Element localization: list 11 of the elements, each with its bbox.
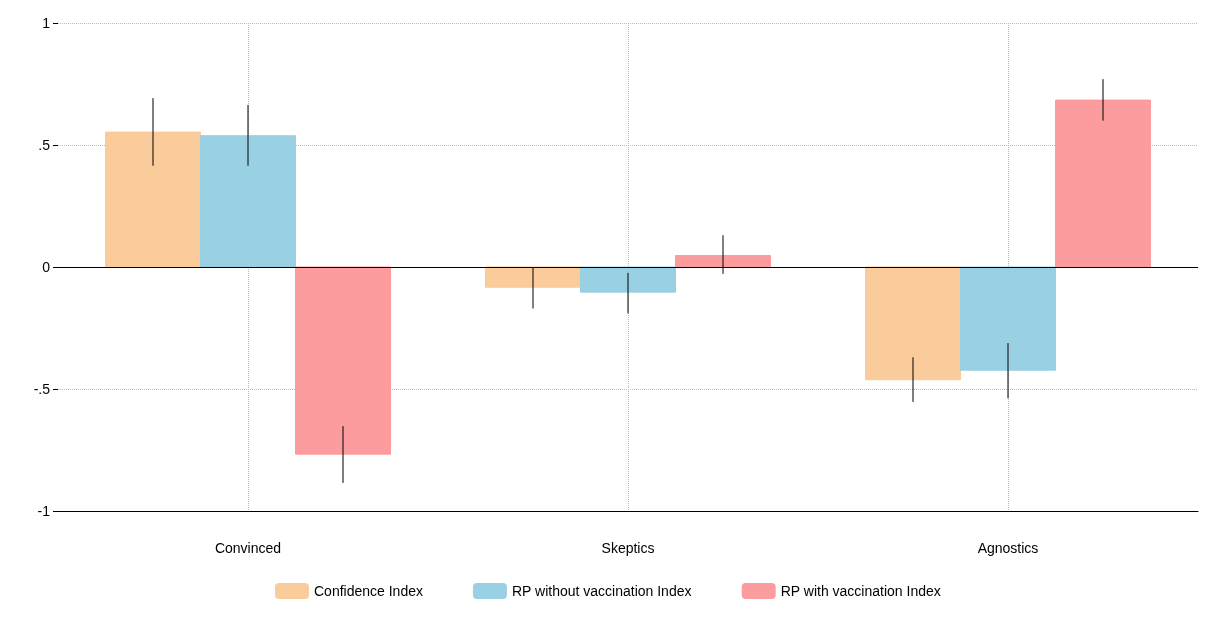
- y-tick-label: -.5: [33, 381, 51, 397]
- y-tick-label: 1: [42, 15, 51, 31]
- y-tick-label: 0: [42, 259, 51, 275]
- legend-label: Confidence Index: [313, 583, 423, 599]
- y-tick-label: -1: [37, 503, 51, 519]
- legend-label: RP without vaccination Index: [511, 583, 692, 599]
- x-tick-label: Convinced: [214, 540, 282, 556]
- y-tick-label: .5: [38, 137, 51, 153]
- legend-label: RP with vaccination Index: [780, 583, 941, 599]
- x-tick-label: Agnostics: [977, 540, 1039, 556]
- x-tick-label: Skeptics: [601, 540, 655, 556]
